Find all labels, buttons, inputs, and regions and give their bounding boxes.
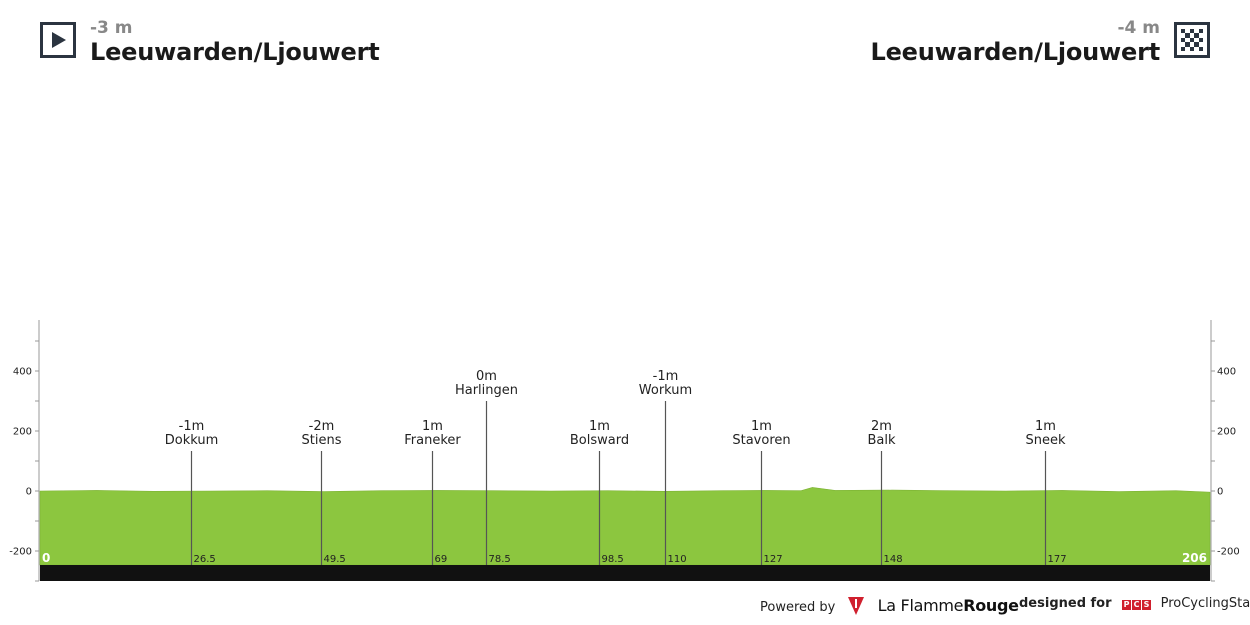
brand-bold: Rouge bbox=[963, 596, 1019, 615]
checkpoint-km-label: 49.5 bbox=[324, 554, 346, 565]
checkpoint-km-label: 110 bbox=[668, 554, 687, 565]
right-axis-tick-label: 0 bbox=[1217, 487, 1223, 498]
start-city: Leeuwarden/Ljouwert bbox=[90, 38, 380, 66]
pcs-letter: P bbox=[1122, 600, 1132, 610]
left-axis-tick-label: -200 bbox=[9, 547, 32, 558]
checkpoint-km-label: 177 bbox=[1048, 554, 1067, 565]
finish-km-label: 206 bbox=[1182, 551, 1207, 565]
la-flamme-rouge-brand[interactable]: La FlammeRouge bbox=[878, 596, 1019, 615]
checkpoint-km-label: 26.5 bbox=[194, 554, 216, 565]
checkpoint-km-label: 69 bbox=[435, 554, 448, 565]
procyclingstats-link[interactable]: ProCyclingStats bbox=[1160, 596, 1250, 611]
checkpoint-altitude: -2m bbox=[309, 419, 335, 434]
checkpoint-altitude: -1m bbox=[179, 419, 205, 434]
right-axis-tick-label: -200 bbox=[1217, 547, 1240, 558]
play-flag-icon bbox=[40, 22, 76, 58]
checkpoint-altitude: 1m bbox=[422, 419, 443, 434]
start-altitude: -3 m bbox=[90, 18, 133, 38]
checkpoint-altitude: 1m bbox=[589, 419, 610, 434]
checkpoint-km-label: 127 bbox=[764, 554, 783, 565]
checkpoint-km-label: 78.5 bbox=[489, 554, 511, 565]
left-axis-tick-label: 0 bbox=[26, 487, 32, 498]
finish-altitude: -4 m bbox=[1117, 18, 1160, 38]
checkpoint-name: Stavoren bbox=[732, 433, 790, 448]
checkpoint-name: Workum bbox=[639, 383, 692, 398]
checkpoint-km-label: 98.5 bbox=[602, 554, 624, 565]
brand-light: La Flamme bbox=[877, 596, 964, 615]
left-axis-tick-label: 200 bbox=[13, 427, 32, 438]
checkpoint-name: Stiens bbox=[302, 433, 342, 448]
checkpoint-altitude: -1m bbox=[653, 369, 679, 384]
checkpoint-name: Bolsward bbox=[570, 433, 629, 448]
checkpoint-name: Sneek bbox=[1025, 433, 1065, 448]
finish-city: Leeuwarden/Ljouwert bbox=[870, 38, 1161, 66]
pcs-letter: C bbox=[1132, 600, 1142, 610]
designed-for-label: designed for bbox=[1019, 596, 1112, 611]
right-axis-tick-label: 200 bbox=[1217, 427, 1236, 438]
designed-for-credit: designed for PCS ProCyclingStats bbox=[1019, 596, 1250, 611]
checkpoint-name: Harlingen bbox=[455, 383, 518, 398]
left-axis-tick-label: 400 bbox=[13, 367, 32, 378]
right-axis-tick-label: 400 bbox=[1217, 367, 1236, 378]
checkpoint-name: Dokkum bbox=[165, 433, 219, 448]
pcs-letter: S bbox=[1142, 600, 1152, 610]
start-km-label: 0 bbox=[42, 551, 50, 565]
powered-by-credit: Powered by La FlammeRouge bbox=[760, 596, 1019, 615]
checkpoint-altitude: 0m bbox=[476, 369, 497, 384]
road-bar bbox=[40, 565, 1210, 581]
checkpoint-altitude: 1m bbox=[751, 419, 772, 434]
powered-by-label: Powered by bbox=[760, 600, 836, 615]
checkpoint-km-label: 148 bbox=[884, 554, 903, 565]
la-flamme-rouge-logo-icon bbox=[847, 597, 864, 615]
checkpoint-name: Balk bbox=[867, 433, 895, 448]
checkpoint-altitude: 1m bbox=[1035, 419, 1056, 434]
elevation-area bbox=[39, 487, 1211, 566]
checkpoint-altitude: 2m bbox=[871, 419, 892, 434]
checkpoint-name: Franeker bbox=[404, 433, 461, 448]
checkered-flag-icon bbox=[1174, 22, 1210, 58]
